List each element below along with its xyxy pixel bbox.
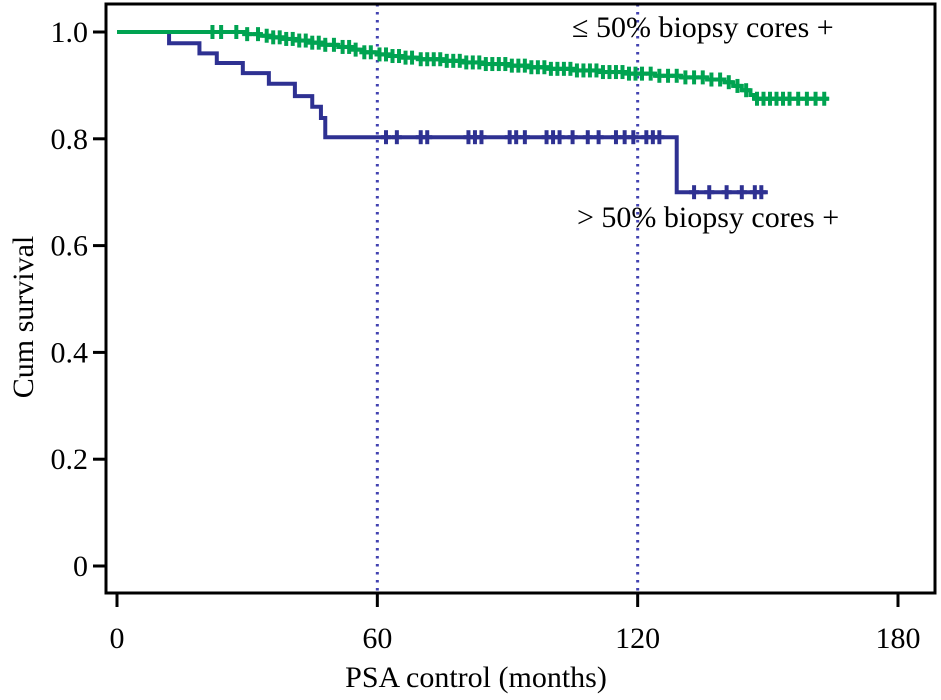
x-tick-label: 180 — [876, 622, 921, 655]
y-tick-label: 0.8 — [51, 123, 89, 156]
series-label-le50-biopsy-cores: ≤ 50% biopsy cores + — [572, 11, 834, 44]
series-label-gt50-biopsy-cores: > 50% biopsy cores + — [577, 201, 840, 234]
y-tick-label: 0 — [73, 550, 88, 583]
km-curve-gt50 — [117, 30, 768, 195]
y-axis-title: Cum survival — [7, 235, 40, 399]
plot-border — [104, 2, 937, 595]
x-tick-label: 0 — [110, 622, 125, 655]
censor-marks-le50 — [207, 25, 830, 106]
censor-marks-gt50 — [381, 130, 767, 200]
x-tick-label: 120 — [615, 622, 660, 655]
y-tick-label: 0.2 — [51, 443, 89, 476]
y-tick-label: 0.6 — [51, 230, 89, 263]
x-tick-label: 60 — [362, 622, 392, 655]
x-axis-title: PSA control (months) — [345, 661, 607, 694]
y-tick-label: 0.4 — [51, 336, 89, 369]
y-tick-label: 1.0 — [51, 16, 89, 49]
